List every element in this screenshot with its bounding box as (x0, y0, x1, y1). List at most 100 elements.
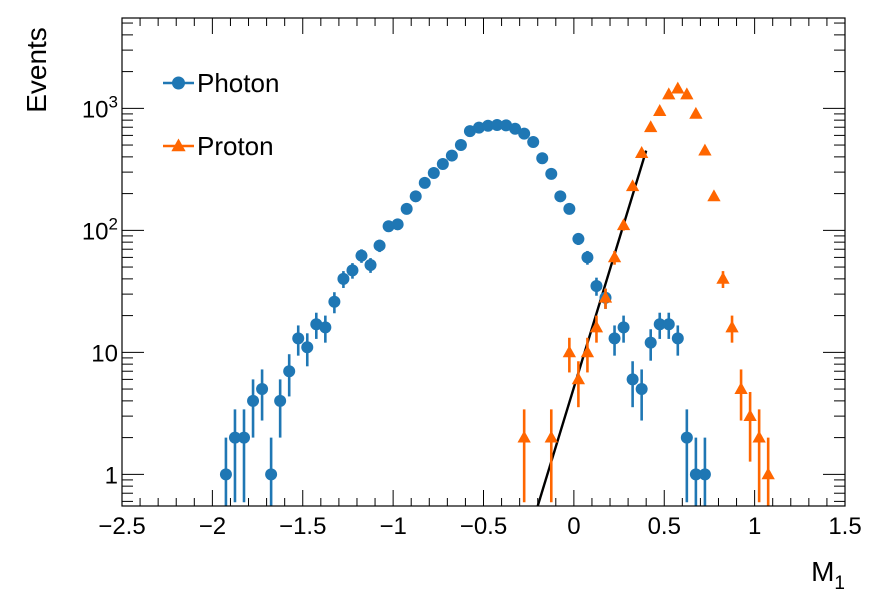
legend-label: Photon (197, 68, 279, 98)
photon-point (644, 336, 657, 349)
photon-point (572, 232, 585, 245)
photon-point (509, 122, 522, 135)
legend-entry-photon: Photon (163, 68, 279, 98)
y-tick-label-base: 1 (105, 462, 118, 489)
photon-point (418, 176, 431, 189)
proton-point (517, 430, 531, 443)
photon-point (319, 321, 332, 334)
photon-point (554, 190, 567, 203)
proton-point (562, 345, 577, 358)
photon-point (491, 118, 504, 131)
proton-point (625, 179, 640, 192)
legend-marker-circle (172, 76, 185, 90)
photon-point (671, 332, 684, 345)
photon-point (292, 332, 305, 345)
photon-point (545, 167, 558, 180)
photon-point (301, 341, 314, 354)
photon-point (400, 202, 413, 215)
photon-point (364, 258, 377, 271)
photon-point (346, 264, 359, 277)
photon-point (256, 383, 269, 396)
photon-point (662, 318, 675, 331)
x-tick-label: 1.5 (828, 513, 861, 540)
photon-point (247, 394, 260, 407)
proton-point (752, 430, 766, 443)
proton-point (707, 189, 721, 202)
x-tick-label: −2.5 (98, 513, 145, 540)
photon-point (563, 202, 576, 215)
legend-label: Proton (197, 131, 274, 161)
photon-point (219, 468, 232, 481)
photon-point (500, 119, 513, 132)
y-tick-label: 103 (82, 92, 118, 123)
y-tick-label-exponent: 2 (109, 214, 118, 233)
x-tick-label: −2 (199, 513, 226, 540)
proton-point (635, 146, 649, 158)
photon-point (445, 149, 458, 162)
y-tick-label-base: 10 (82, 218, 109, 245)
legend: Photon Proton (163, 68, 279, 161)
proton-point (598, 290, 613, 303)
photon-point (680, 431, 693, 444)
proton-point (653, 104, 667, 116)
x-axis-title-subscript: 1 (834, 573, 845, 594)
photon-point (382, 220, 395, 233)
fit-line (536, 150, 648, 506)
proton-point (616, 218, 631, 231)
photon-point (463, 125, 476, 138)
photon-point (228, 431, 241, 444)
photon-point (482, 119, 495, 132)
proton-point (671, 81, 685, 94)
photon-point (391, 218, 404, 231)
series-photon (219, 118, 711, 506)
photon-point (337, 272, 350, 285)
photon-point (518, 127, 531, 140)
proton-point (743, 409, 757, 422)
photon-point (373, 239, 386, 252)
proton-point (680, 87, 694, 100)
y-tick-label-base: 10 (82, 96, 109, 123)
proton-point (761, 467, 775, 480)
photon-point (698, 468, 711, 481)
photon-point (635, 383, 648, 396)
proton-point (689, 106, 703, 119)
x-axis-title-main: M (811, 556, 834, 587)
x-tick-label: −1.5 (279, 513, 326, 540)
photon-point (283, 365, 296, 378)
photon-point (653, 318, 666, 331)
photon-point (590, 279, 603, 292)
photon-point (527, 135, 540, 148)
proton-point (644, 120, 658, 133)
y-tick-label-base: 10 (91, 340, 118, 367)
proton-point (589, 320, 604, 333)
photon-point (427, 167, 440, 180)
photon-point (328, 295, 341, 308)
photon-point (238, 431, 251, 444)
photon-point (472, 121, 485, 134)
y-tick-label: 102 (82, 214, 118, 245)
legend-entry-proton: Proton (163, 131, 274, 161)
proton-point (725, 320, 739, 333)
proton-point (698, 143, 712, 156)
y-axis-title: Events (21, 27, 52, 113)
photon-point (581, 251, 594, 264)
proton-point (734, 382, 748, 394)
proton-point (662, 87, 676, 100)
photon-point (409, 190, 422, 203)
y-tick-label: 1 (105, 462, 118, 489)
proton-point (544, 430, 558, 443)
photon-point (617, 321, 630, 334)
y-tick-label: 10 (91, 340, 118, 367)
x-tick-label: 0.5 (648, 513, 681, 540)
photon-point (626, 373, 639, 386)
legend-marker-triangle (171, 138, 186, 152)
photon-point (536, 152, 549, 165)
y-tick-label-exponent: 3 (109, 92, 118, 111)
proton-point (580, 345, 595, 358)
proton-point (607, 250, 622, 263)
photon-point (274, 394, 287, 407)
photon-point (608, 332, 621, 345)
plot-area (219, 81, 775, 506)
photon-point (436, 157, 449, 170)
